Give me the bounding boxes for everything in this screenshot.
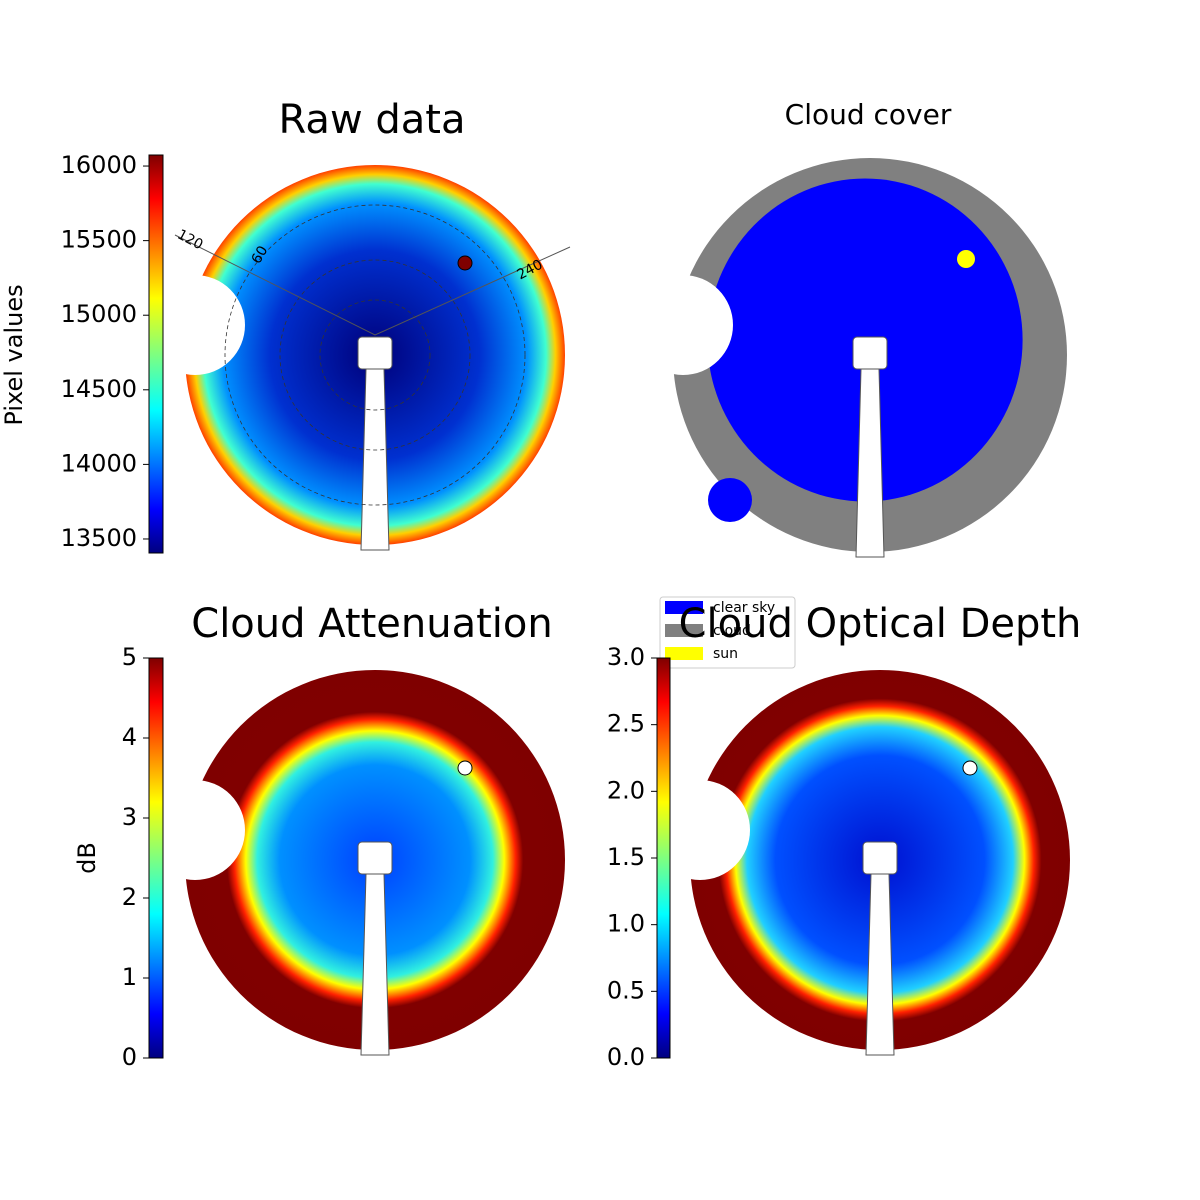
colorbar-tick-label: 1	[122, 963, 137, 991]
mask-bite	[650, 780, 750, 880]
colorbar-tick-label: 4	[122, 723, 137, 751]
mast	[865, 873, 895, 1056]
colorbar-tick-label: 1.0	[607, 910, 645, 938]
colorbar-tick-label: 14500	[61, 375, 137, 403]
mask-bite	[145, 275, 245, 375]
colorbar-tick-label: 5	[122, 643, 137, 671]
colorbar-tick-label: 0	[122, 1043, 137, 1071]
sky-image	[145, 670, 565, 1056]
colorbar-tick-label: 15500	[61, 226, 137, 254]
colorbar	[656, 657, 671, 1059]
sun-region	[957, 250, 975, 268]
sun-spot	[457, 255, 473, 271]
mask-bite	[633, 275, 733, 375]
colorbar-tick-label: 2.0	[607, 776, 645, 804]
legend-label: clear sky	[713, 600, 775, 616]
colorbar-tick-label: 2.5	[607, 710, 645, 738]
angle-label: 60	[249, 243, 272, 266]
legend-swatch	[665, 647, 703, 660]
legend-swatch	[665, 624, 703, 637]
sun-spot	[457, 760, 473, 776]
colorbar-tick-label: 2	[122, 883, 137, 911]
mast	[855, 368, 885, 558]
colorbar-tick-label: 14000	[61, 449, 137, 477]
sun-spot	[962, 760, 978, 776]
colorbar-label: Pixel values	[0, 284, 28, 425]
clear-sky-patch	[708, 478, 752, 522]
chart-title: Cloud Attenuation	[191, 601, 552, 647]
sky-image	[633, 158, 1067, 558]
chart-title: Raw data	[279, 97, 466, 143]
mask-bite	[145, 780, 245, 880]
polar-grid	[224, 204, 526, 506]
colorbar-tick-label: 16000	[61, 151, 137, 179]
sky-image	[650, 670, 1070, 1056]
colorbar-tick-label: 0.5	[607, 976, 645, 1004]
colorbar-label: dB	[73, 842, 101, 874]
colorbar-tick-label: 0.0	[607, 1043, 645, 1071]
chart-title: Cloud cover	[785, 98, 952, 131]
legend-label: cloud	[713, 623, 751, 639]
colorbar-tick-label: 3.0	[607, 643, 645, 671]
colorbar	[148, 657, 164, 1059]
colorbar-tick-label: 15000	[61, 300, 137, 328]
colorbar-tick-label: 1.5	[607, 843, 645, 871]
mast	[360, 368, 390, 551]
mast-head	[852, 336, 888, 370]
chart-title: Cloud Optical Depth	[679, 601, 1082, 647]
polar-grid	[319, 299, 431, 411]
angle-label: 120	[174, 227, 205, 254]
polar-grid	[279, 259, 471, 451]
mast-head	[357, 841, 393, 875]
mast-head	[862, 841, 898, 875]
mast-head	[357, 336, 393, 370]
mast	[360, 873, 390, 1056]
legend-label: sun	[713, 646, 738, 662]
colorbar-tick-label: 13500	[61, 524, 137, 552]
colorbar	[148, 154, 164, 554]
colorbar-tick-label: 3	[122, 803, 137, 831]
sky-image	[145, 165, 565, 551]
legend-swatch	[665, 601, 703, 614]
polar-line	[174, 234, 571, 336]
